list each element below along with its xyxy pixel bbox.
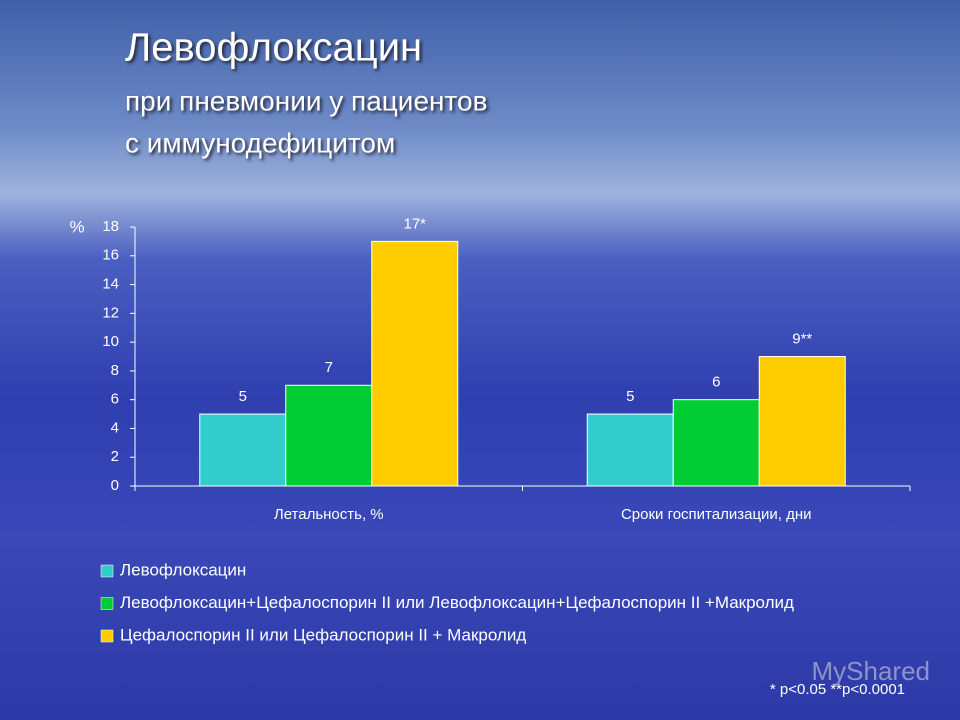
legend-label: Цефалоспорин II или Цефалоспорин II + Ма… (120, 625, 526, 644)
y-tick-label: 2 (111, 448, 119, 465)
legend-swatch (100, 564, 114, 578)
chart-title: Левофлоксацин (125, 26, 422, 70)
x-tick-label: Сроки госпитализации, дни (621, 506, 812, 523)
chart-subtitle: с иммунодефицитом (125, 127, 395, 158)
value-label: 9** (792, 330, 812, 347)
value-label: 7 (325, 359, 333, 376)
bar (371, 240, 459, 487)
y-tick-label: 12 (102, 304, 119, 321)
watermark: MyShared (812, 656, 931, 686)
y-tick-label: 4 (111, 419, 119, 436)
value-label: 17* (403, 215, 426, 232)
value-label: 6 (712, 374, 720, 391)
footnote: * p<0.05 **p<0.0001 (770, 681, 905, 698)
y-tick-label: 0 (111, 477, 119, 494)
bar (199, 413, 287, 487)
bar (586, 413, 674, 487)
bar (285, 384, 373, 487)
value-label: 5 (239, 388, 247, 405)
legend-swatch (100, 629, 114, 643)
bar (758, 356, 846, 487)
legend-label: Левофлоксацин (120, 560, 246, 579)
value-label: 5 (626, 388, 634, 405)
bar (672, 399, 760, 487)
y-tick-label: 8 (111, 362, 119, 379)
x-tick-label: Летальность, % (274, 506, 384, 523)
y-tick-label: 16 (102, 247, 119, 264)
legend-label: Левофлоксацин+Цефалоспорин II или Левофл… (120, 593, 794, 612)
y-tick-label: 18 (102, 218, 119, 235)
y-tick-label: 10 (102, 333, 119, 350)
y-axis-label: % (69, 217, 84, 236)
legend-swatch (100, 597, 114, 610)
y-tick-label: 6 (111, 391, 119, 408)
y-tick-label: 14 (102, 276, 119, 293)
chart-subtitle: при пневмонии у пациентов (125, 85, 487, 116)
